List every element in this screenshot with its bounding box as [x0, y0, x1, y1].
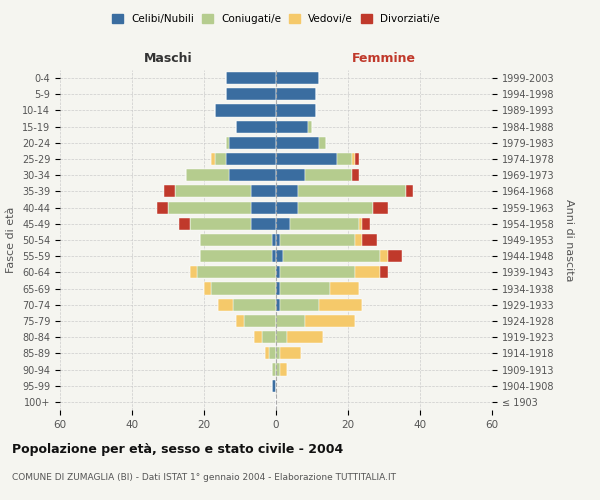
Bar [272, 234, 276, 246]
Bar [388, 250, 402, 262]
Legend: Celibi/Nubili, Coniugati/e, Vedovi/e, Divorziati/e: Celibi/Nubili, Coniugati/e, Vedovi/e, Di… [108, 10, 444, 29]
Bar [373, 202, 388, 213]
Bar [276, 169, 305, 181]
Bar [251, 218, 276, 230]
Bar [200, 234, 272, 246]
Bar [305, 315, 355, 327]
Bar [319, 137, 326, 149]
Bar [236, 315, 244, 327]
Bar [218, 298, 233, 311]
Bar [319, 298, 362, 311]
Bar [226, 153, 276, 165]
Bar [276, 137, 319, 149]
Bar [265, 348, 269, 360]
Bar [276, 266, 280, 278]
Bar [226, 137, 229, 149]
Bar [355, 234, 362, 246]
Bar [355, 153, 359, 165]
Bar [280, 348, 301, 360]
Bar [362, 218, 370, 230]
Bar [276, 298, 280, 311]
Bar [251, 202, 276, 213]
Bar [276, 331, 287, 343]
Bar [215, 153, 226, 165]
Bar [276, 250, 283, 262]
Bar [330, 282, 359, 294]
Bar [276, 120, 308, 132]
Bar [287, 331, 323, 343]
Bar [337, 153, 352, 165]
Bar [362, 234, 377, 246]
Bar [276, 88, 316, 101]
Bar [190, 218, 251, 230]
Y-axis label: Anni di nascita: Anni di nascita [564, 198, 574, 281]
Bar [215, 104, 276, 117]
Bar [305, 169, 352, 181]
Bar [280, 266, 355, 278]
Bar [283, 250, 380, 262]
Bar [276, 186, 298, 198]
Bar [406, 186, 413, 198]
Bar [276, 364, 280, 376]
Text: Femmine: Femmine [352, 52, 416, 65]
Bar [272, 250, 276, 262]
Bar [276, 315, 305, 327]
Bar [298, 186, 406, 198]
Bar [233, 298, 276, 311]
Bar [254, 331, 262, 343]
Bar [269, 348, 276, 360]
Bar [211, 282, 276, 294]
Bar [200, 250, 272, 262]
Bar [226, 88, 276, 101]
Text: COMUNE DI ZUMAGLIA (BI) - Dati ISTAT 1° gennaio 2004 - Elaborazione TUTTITALIA.I: COMUNE DI ZUMAGLIA (BI) - Dati ISTAT 1° … [12, 472, 396, 482]
Bar [276, 72, 319, 84]
Bar [352, 169, 359, 181]
Bar [272, 364, 276, 376]
Bar [190, 266, 197, 278]
Bar [229, 137, 276, 149]
Bar [175, 186, 251, 198]
Bar [380, 266, 388, 278]
Bar [272, 380, 276, 392]
Bar [280, 282, 330, 294]
Bar [290, 218, 359, 230]
Bar [244, 315, 276, 327]
Bar [280, 298, 319, 311]
Bar [211, 153, 215, 165]
Bar [179, 218, 190, 230]
Bar [186, 169, 229, 181]
Bar [280, 234, 355, 246]
Bar [280, 364, 287, 376]
Bar [251, 186, 276, 198]
Bar [359, 218, 362, 230]
Bar [276, 282, 280, 294]
Bar [204, 282, 211, 294]
Bar [308, 120, 312, 132]
Bar [352, 153, 355, 165]
Bar [262, 331, 276, 343]
Bar [276, 202, 298, 213]
Bar [276, 348, 280, 360]
Bar [229, 169, 276, 181]
Bar [197, 266, 276, 278]
Bar [276, 104, 316, 117]
Bar [276, 153, 337, 165]
Bar [276, 234, 280, 246]
Text: Popolazione per età, sesso e stato civile - 2004: Popolazione per età, sesso e stato civil… [12, 442, 343, 456]
Bar [355, 266, 380, 278]
Bar [236, 120, 276, 132]
Bar [298, 202, 373, 213]
Bar [226, 72, 276, 84]
Bar [380, 250, 388, 262]
Y-axis label: Fasce di età: Fasce di età [7, 207, 16, 273]
Bar [276, 218, 290, 230]
Bar [164, 186, 175, 198]
Bar [168, 202, 251, 213]
Bar [157, 202, 168, 213]
Text: Maschi: Maschi [143, 52, 193, 65]
